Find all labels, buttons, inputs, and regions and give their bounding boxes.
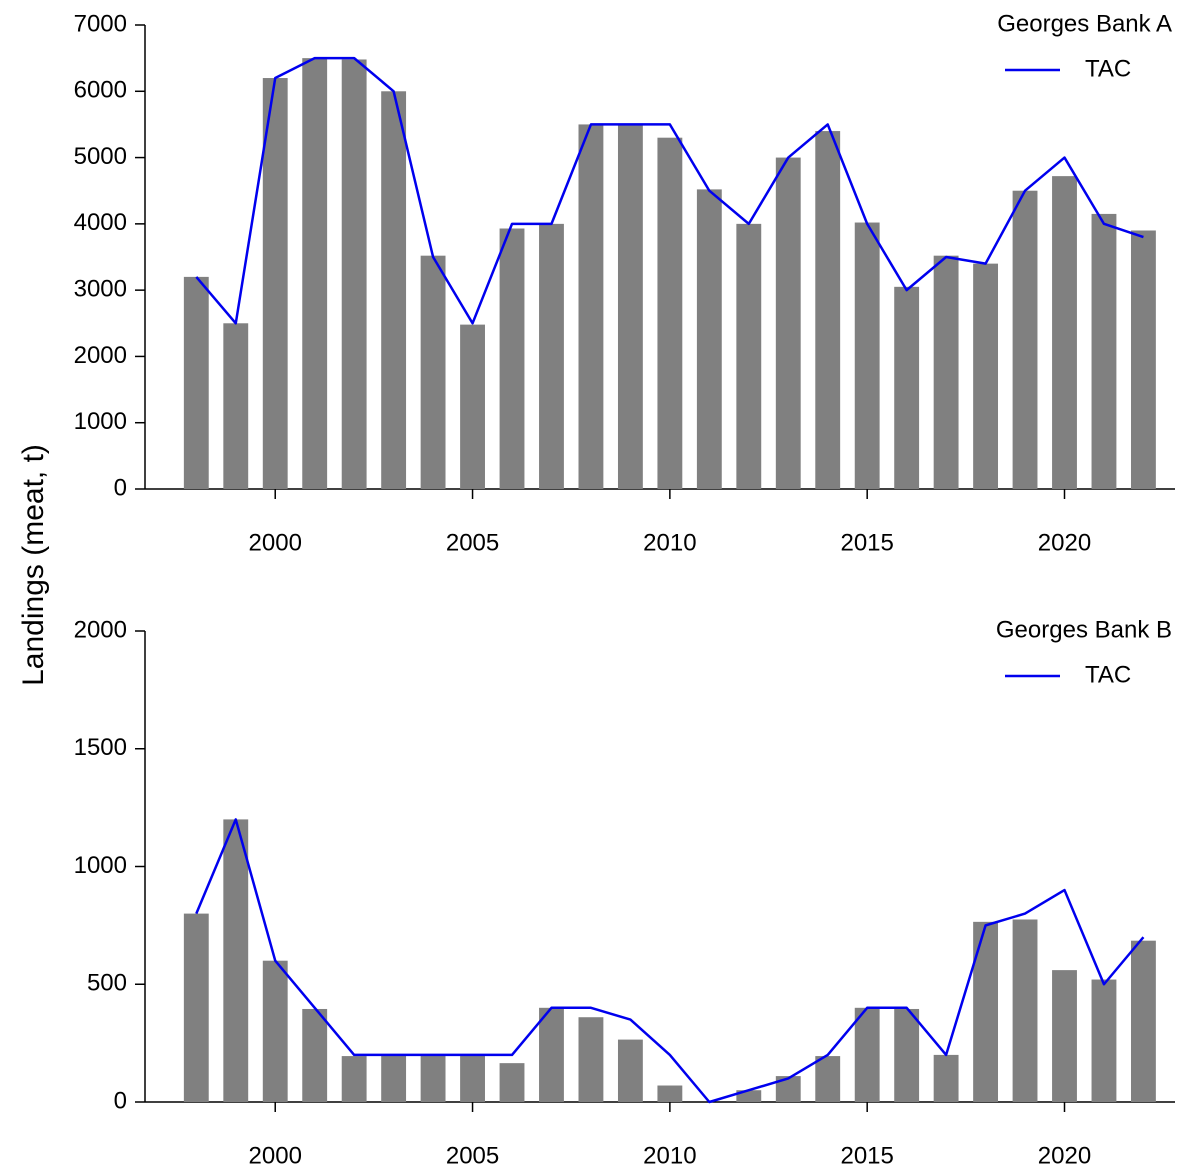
bar: [302, 1008, 328, 1102]
bar: [933, 1054, 959, 1102]
bar: [183, 276, 209, 489]
bar: [1091, 979, 1117, 1102]
legend-label: TAC: [1085, 661, 1131, 688]
x-tick-label: 2020: [1038, 1142, 1091, 1169]
y-tick-label: 1000: [74, 852, 127, 879]
y-tick-label: 3000: [74, 275, 127, 302]
bar: [894, 1008, 920, 1102]
bar: [815, 1056, 841, 1102]
bar: [1130, 230, 1156, 489]
bar: [1130, 940, 1156, 1102]
bar: [973, 263, 999, 489]
x-tick-label: 2005: [446, 529, 499, 556]
bar: [262, 78, 288, 490]
tac-line: [195, 818, 1145, 1104]
y-axis-label: Landings (meat, t): [17, 444, 50, 686]
bar: [420, 255, 446, 489]
bar: [539, 1007, 564, 1102]
y-tick-label: 7000: [74, 10, 127, 37]
bar: [1012, 190, 1038, 489]
bar: [1012, 919, 1038, 1102]
x-tick-label: 2020: [1038, 529, 1091, 556]
bar: [973, 921, 999, 1102]
chart-title: Georges Bank B: [996, 616, 1172, 643]
y-tick-label: 1500: [74, 734, 127, 761]
y-tick-label: 4000: [74, 209, 127, 236]
x-tick-label: 2010: [643, 529, 696, 556]
bar: [539, 223, 564, 489]
bar: [223, 819, 249, 1102]
y-tick-label: 0: [114, 1087, 127, 1114]
bar: [341, 59, 367, 490]
x-tick-label: 2015: [840, 1142, 893, 1169]
bar: [1052, 970, 1077, 1102]
legend-label: TAC: [1085, 55, 1131, 82]
bar: [775, 157, 801, 490]
bar: [381, 1054, 407, 1102]
x-tick-label: 2015: [840, 529, 893, 556]
bar: [420, 1054, 446, 1102]
bar: [617, 1039, 643, 1102]
bar: [262, 960, 288, 1102]
bar: [499, 1063, 525, 1102]
tac-line: [195, 56, 1144, 325]
bar: [223, 323, 249, 489]
bar: [736, 1090, 762, 1102]
bar: [617, 124, 643, 489]
y-tick-label: 2000: [74, 342, 127, 369]
bar: [499, 228, 525, 490]
bar: [460, 324, 485, 489]
x-tick-label: 2005: [446, 1142, 499, 1169]
bar: [1052, 176, 1077, 490]
x-tick-label: 2000: [249, 529, 302, 556]
y-tick-label: 1000: [74, 408, 127, 435]
bar: [854, 222, 880, 489]
bar: [894, 286, 920, 489]
bar: [381, 91, 407, 490]
x-tick-label: 2010: [643, 1142, 696, 1169]
chart-title: Georges Bank A: [997, 10, 1172, 37]
bar: [657, 137, 683, 489]
y-tick-label: 500: [87, 970, 127, 997]
bar: [578, 124, 604, 489]
bar: [933, 255, 959, 489]
y-tick-label: 2000: [74, 616, 127, 643]
bar: [854, 1007, 880, 1102]
bar: [578, 1017, 604, 1102]
bar: [302, 58, 328, 490]
bar: [1091, 213, 1117, 489]
y-tick-label: 0: [114, 474, 127, 501]
bar: [736, 223, 762, 489]
bar: [815, 131, 841, 490]
bar: [696, 189, 722, 490]
x-tick-label: 2000: [249, 1142, 302, 1169]
bar: [657, 1085, 683, 1102]
bar: [183, 913, 209, 1102]
bar: [460, 1054, 485, 1102]
y-tick-label: 6000: [74, 77, 127, 104]
bar: [341, 1056, 367, 1102]
y-tick-label: 5000: [74, 143, 127, 170]
